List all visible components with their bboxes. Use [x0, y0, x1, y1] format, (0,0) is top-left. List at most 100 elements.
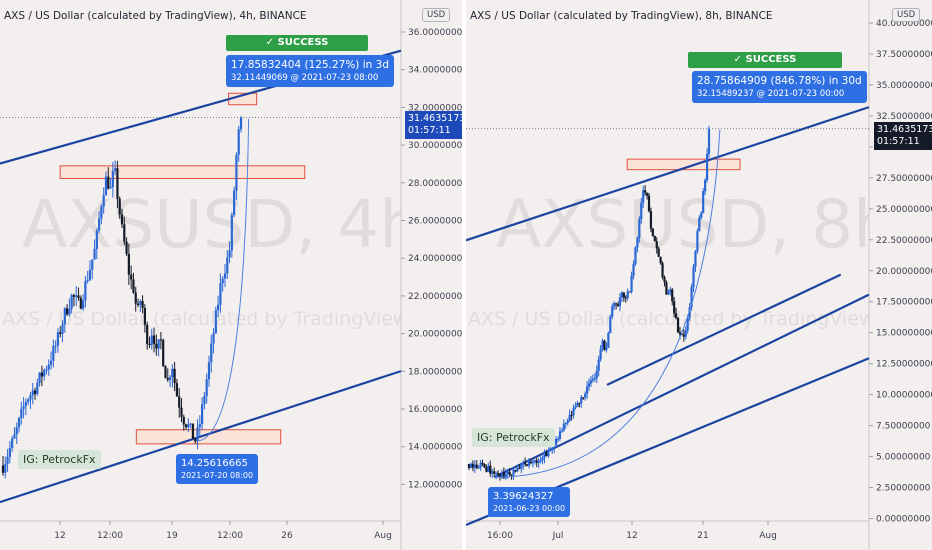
price-axis-area — [401, 0, 462, 550]
candle-body — [645, 192, 649, 196]
candle-body — [657, 248, 660, 257]
candle-body — [483, 463, 486, 468]
currency-label[interactable]: USD — [892, 8, 921, 22]
candle-body — [226, 257, 229, 274]
candle-body — [40, 372, 44, 377]
y-tick-label: 16.00000000 — [408, 405, 462, 415]
y-tick-label: 32.00000000 — [408, 103, 462, 113]
candle-body — [230, 215, 233, 251]
candle-body — [613, 303, 616, 307]
candle-body — [599, 348, 602, 360]
candle-body — [116, 168, 119, 199]
currency-label[interactable]: USD — [422, 8, 451, 22]
candle-body — [584, 393, 587, 398]
candle-body — [578, 403, 581, 405]
candle-body — [107, 176, 110, 189]
candle-body — [522, 463, 525, 465]
low-date: 2021-07-20 08:00 — [181, 471, 254, 480]
candle-body — [15, 427, 18, 435]
y-tick-label: 18.00000000 — [408, 367, 462, 377]
candle-body — [102, 195, 105, 207]
candle-body — [595, 370, 598, 379]
last-price-value: 31.46351735 — [408, 113, 462, 124]
candle-body — [130, 274, 133, 280]
x-tick-label: 16:00 — [487, 531, 513, 541]
candle-body — [676, 318, 680, 333]
candle-body — [702, 191, 705, 213]
candle-body — [531, 461, 534, 464]
candle-body — [157, 339, 160, 349]
candle-body — [120, 214, 124, 225]
right-chart-pane[interactable]: AXSUSD, 8h AXS / US Dollar (calculated b… — [466, 0, 932, 550]
candle-body — [139, 301, 142, 306]
candle-body — [692, 267, 695, 288]
candle-body — [125, 241, 128, 254]
author-label: IG: PetrockFx — [18, 450, 101, 469]
candle-body — [175, 383, 179, 397]
pane-divider[interactable] — [462, 0, 466, 550]
candle-body — [164, 366, 167, 379]
candle-body — [61, 324, 64, 334]
candle-body — [696, 231, 699, 252]
candle-body — [196, 427, 199, 442]
y-tick-label: 10.00000000 — [876, 391, 932, 401]
candle-body — [1, 465, 5, 473]
candle-body — [205, 379, 208, 397]
candle-body — [191, 423, 195, 439]
right-price-chart[interactable]: 40.00000000 37.50000000 35.00000000 32.5000… — [466, 0, 932, 550]
candle-body — [591, 378, 594, 381]
sr-zone — [59, 165, 306, 179]
candle-body — [518, 468, 521, 470]
candle-body — [640, 202, 643, 220]
candle-body — [512, 469, 515, 476]
candle-body — [235, 154, 238, 191]
candle-body — [136, 303, 140, 306]
candle-body — [198, 424, 201, 428]
sr-zone — [626, 158, 741, 171]
low-callout: 14.25616665 2021-07-20 08:00 — [176, 454, 259, 484]
trend-line — [493, 293, 870, 479]
candle-body — [72, 295, 76, 297]
low-date: 2021-06-23 00:00 — [493, 504, 566, 513]
y-tick-label: 28.00000000 — [408, 179, 462, 189]
y-tick-label: 40.00000000 — [876, 19, 932, 29]
candle-body — [194, 438, 197, 442]
sr-zone — [135, 429, 282, 445]
y-tick-label: 20.00000000 — [876, 267, 932, 277]
bar-countdown: 01:57:11 — [408, 125, 451, 136]
y-tick-label: 0.00000000 — [876, 515, 931, 525]
candle-body — [100, 206, 103, 219]
candle-body — [651, 228, 654, 236]
candle-body — [65, 308, 69, 315]
candle-body — [59, 332, 62, 334]
candle-body — [669, 289, 672, 293]
candle-body — [29, 395, 32, 400]
candle-body — [500, 472, 504, 478]
y-tick-label: 5.00000000 — [876, 453, 931, 463]
left-chart-pane[interactable]: AXSUSD, 4h AXS / US Dollar (calculated b… — [0, 0, 462, 550]
candle-body — [562, 423, 565, 431]
gain-subtext: 32.11449069 @ 2021-07-23 08:00 — [231, 73, 379, 83]
last-price-tag: 31.46351735 01:57:11 — [405, 111, 462, 139]
x-tick-label: 12 — [626, 531, 637, 541]
candle-body — [694, 251, 697, 268]
trend-line — [0, 370, 402, 504]
candle-body — [217, 304, 220, 311]
candle-body — [233, 190, 236, 216]
y-tick-label: 12.00000000 — [408, 480, 462, 490]
candle-body — [667, 292, 670, 295]
candle-body — [152, 335, 156, 344]
gain-text: 17.85832404 (125.27%) in 3d — [231, 59, 389, 71]
candle-body — [111, 170, 114, 188]
candle-body — [558, 431, 562, 439]
candle-body — [475, 464, 478, 468]
candle-body — [580, 397, 583, 404]
candle-body — [556, 438, 560, 440]
candle-body — [47, 364, 50, 370]
candle-body — [601, 340, 604, 349]
candle-body — [20, 408, 23, 419]
left-price-chart[interactable]: 36.00000000 34.00000000 32.00000000 30.0000… — [0, 0, 462, 550]
candle-body — [707, 128, 711, 154]
candle-body — [178, 396, 181, 408]
trend-line — [466, 106, 870, 242]
